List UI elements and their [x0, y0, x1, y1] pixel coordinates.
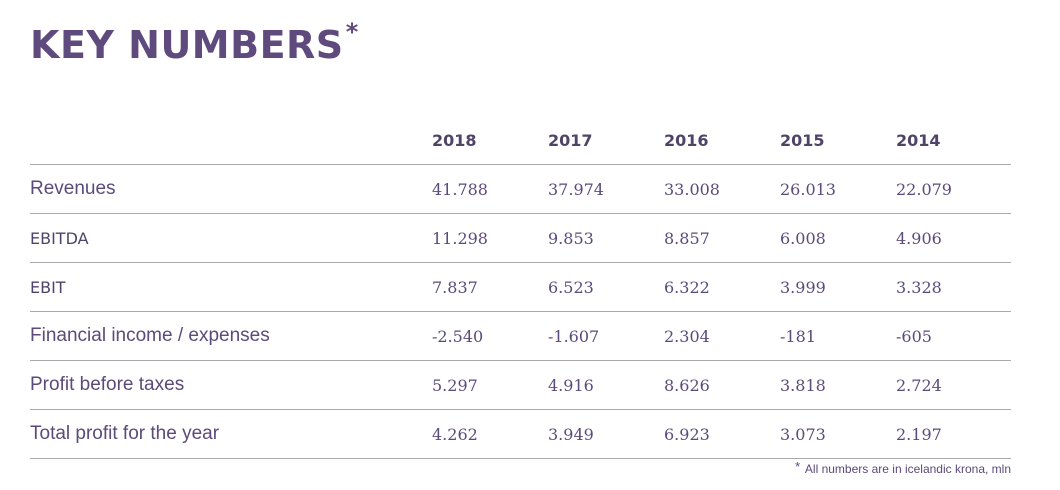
value-cell: 6.008 — [780, 213, 896, 263]
key-numbers-table: 2018 2017 2016 2015 2014 Revenues 41.788… — [30, 116, 1011, 459]
row-label: Revenues — [30, 164, 432, 214]
table-row-total-profit: Total profit for the year 4.262 3.949 6.… — [30, 409, 1011, 459]
value-cell: -2.540 — [432, 311, 548, 361]
value-cell: 3.818 — [780, 360, 896, 410]
value-cell: 6.923 — [664, 409, 780, 459]
value-cell: 3.949 — [548, 409, 664, 459]
footnote-marker: * — [795, 459, 801, 474]
row-label: Profit before taxes — [30, 360, 432, 410]
page-title: KEY NUMBERS* — [30, 20, 359, 67]
table-header-row: 2018 2017 2016 2015 2014 — [30, 116, 1011, 165]
value-cell: 3.073 — [780, 409, 896, 459]
value-cell: -1.607 — [548, 311, 664, 361]
value-cell: 4.906 — [896, 213, 1011, 263]
title-footnote-marker: * — [345, 18, 359, 46]
value-cell: 6.322 — [664, 262, 780, 312]
value-cell: 3.328 — [896, 262, 1011, 312]
year-header: 2016 — [664, 116, 780, 165]
value-cell: 6.523 — [548, 262, 664, 312]
footnote-text: All numbers are in icelandic krona, mln — [804, 462, 1011, 476]
value-cell: 22.079 — [896, 164, 1011, 214]
value-cell: 9.853 — [548, 213, 664, 263]
value-cell: 8.857 — [664, 213, 780, 263]
header-label-cell — [30, 116, 432, 165]
value-cell: 4.916 — [548, 360, 664, 410]
footnote: * All numbers are in icelandic krona, ml… — [795, 459, 1011, 477]
row-label: Total profit for the year — [30, 409, 432, 459]
value-cell: 5.297 — [432, 360, 548, 410]
value-cell: 3.999 — [780, 262, 896, 312]
value-cell: 8.626 — [664, 360, 780, 410]
value-cell: 41.788 — [432, 164, 548, 214]
value-cell: 4.262 — [432, 409, 548, 459]
value-cell: 26.013 — [780, 164, 896, 214]
value-cell: 7.837 — [432, 262, 548, 312]
value-cell: 2.197 — [896, 409, 1011, 459]
table-row-revenues: Revenues 41.788 37.974 33.008 26.013 22.… — [30, 164, 1011, 214]
table-row-ebit: EBIT 7.837 6.523 6.322 3.999 3.328 — [30, 262, 1011, 312]
table-row-ebitda: EBITDA 11.298 9.853 8.857 6.008 4.906 — [30, 213, 1011, 263]
year-header: 2017 — [548, 116, 664, 165]
value-cell: 2.304 — [664, 311, 780, 361]
value-cell: 37.974 — [548, 164, 664, 214]
row-label: EBIT — [30, 262, 432, 312]
value-cell: -181 — [780, 311, 896, 361]
value-cell: -605 — [896, 311, 1011, 361]
year-header: 2018 — [432, 116, 548, 165]
year-header: 2015 — [780, 116, 896, 165]
year-header: 2014 — [896, 116, 1011, 165]
value-cell: 11.298 — [432, 213, 548, 263]
value-cell: 33.008 — [664, 164, 780, 214]
value-cell: 2.724 — [896, 360, 1011, 410]
title-text: KEY NUMBERS — [30, 23, 344, 67]
row-label: EBITDA — [30, 213, 432, 263]
row-label: Financial income / expenses — [30, 311, 432, 361]
table-row-financial-income: Financial income / expenses -2.540 -1.60… — [30, 311, 1011, 361]
table-row-profit-before-taxes: Profit before taxes 5.297 4.916 8.626 3.… — [30, 360, 1011, 410]
